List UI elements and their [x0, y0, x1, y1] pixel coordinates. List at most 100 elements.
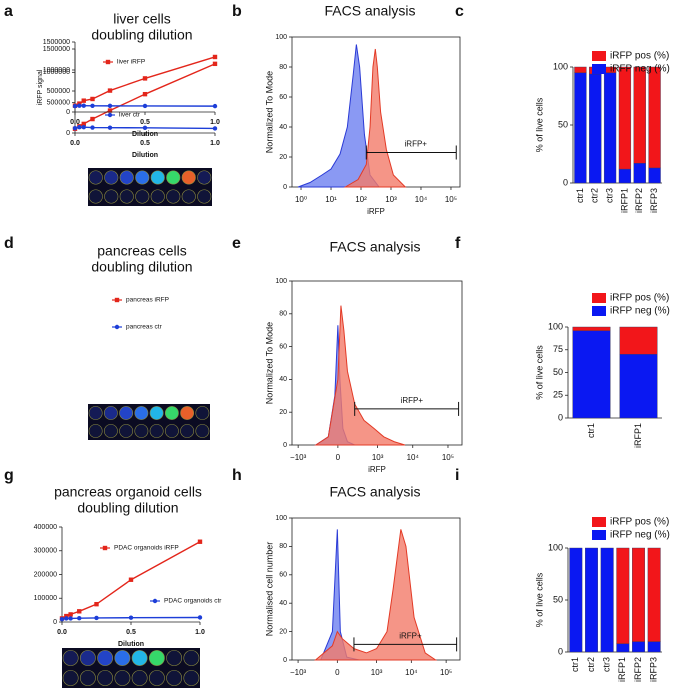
x-axis-label: Dilution — [118, 641, 144, 648]
y-tick-label: 0 — [283, 184, 287, 191]
marker — [197, 539, 203, 544]
x-tick-label: iRFP1 — [619, 188, 629, 213]
bar-segment — [648, 167, 661, 184]
well — [181, 170, 196, 185]
panel-letter: d — [4, 235, 14, 252]
y-tick-label: 1000000 — [43, 69, 70, 76]
y-tick-label: 200000 — [34, 571, 57, 578]
y-tick-label: 400000 — [34, 524, 57, 531]
bar-segment — [589, 73, 602, 184]
panel-letter: b — [232, 3, 242, 20]
well — [135, 189, 150, 204]
legend-marker — [152, 598, 158, 604]
x-tick-label: 0.0 — [70, 140, 80, 147]
y-tick-label: 100 — [275, 515, 287, 522]
marker — [128, 615, 134, 620]
x-tick-label: ctr3 — [602, 657, 612, 672]
panel-letter: g — [4, 467, 14, 484]
bar-segment — [569, 547, 583, 653]
well — [180, 424, 195, 438]
panel-letter: i — [455, 467, 459, 484]
legend-marker — [114, 297, 120, 303]
well — [150, 189, 165, 204]
legend-marker — [105, 59, 111, 65]
x-tick-label: iRFP1 — [617, 657, 627, 682]
well — [79, 670, 96, 686]
x-tick-label: 10³ — [371, 668, 383, 677]
well — [134, 406, 149, 420]
y-tick-label: 50 — [553, 594, 563, 604]
x-tick-label: ctr1 — [586, 423, 596, 438]
x-tick-label: iRFP3 — [649, 188, 659, 213]
marker — [90, 116, 95, 122]
well — [195, 424, 210, 438]
marker — [94, 615, 99, 621]
well — [88, 189, 103, 204]
marker — [128, 577, 134, 582]
x-tick-label: 0.0 — [57, 629, 67, 636]
x-tick-label: 1.0 — [210, 119, 220, 126]
well — [88, 170, 103, 185]
y-tick-label: 100 — [275, 34, 287, 41]
chart-title: FACS analysis — [329, 484, 420, 500]
y-tick-label: 0 — [53, 619, 57, 626]
bar-segment — [647, 641, 661, 653]
bar-segment — [647, 547, 661, 642]
bar-segment — [618, 168, 632, 184]
bar-segment — [619, 326, 658, 355]
well — [148, 650, 165, 666]
marker — [64, 616, 69, 621]
x-tick-label: 1.0 — [195, 629, 205, 636]
marker — [142, 91, 148, 97]
marker — [142, 76, 148, 81]
marker — [72, 103, 78, 109]
legend-label: iRFP neg (%) — [610, 306, 670, 317]
y-axis-label: Normalized To Mode — [264, 71, 274, 153]
x-tick-label: 0 — [335, 668, 340, 677]
y-tick-label: 100 — [548, 542, 563, 552]
legend-marker — [114, 324, 120, 330]
marker — [197, 615, 203, 620]
marker — [107, 103, 113, 109]
x-tick-label: 10³ — [385, 195, 397, 204]
x-tick-label: 10⁵ — [442, 453, 454, 462]
well — [119, 170, 134, 185]
y-tick-label: 1500000 — [43, 46, 70, 53]
x-tick-label: 10⁰ — [295, 195, 307, 204]
x-tick-label: 0 — [336, 453, 341, 462]
y-tick-label: 0 — [563, 177, 568, 187]
marker — [107, 125, 113, 130]
y-tick-label: 40 — [279, 376, 287, 383]
y-tick-label: 50 — [553, 367, 563, 377]
legend-swatch — [592, 306, 606, 316]
well — [62, 670, 79, 686]
marker — [212, 61, 218, 67]
y-axis-label: iRFP signal — [37, 69, 44, 105]
bar-segment — [585, 547, 598, 653]
x-tick-label: 0.5 — [140, 119, 150, 126]
bar-segment — [572, 330, 611, 419]
well — [119, 189, 134, 204]
chart-title: liver cells — [113, 11, 171, 27]
panel-letter: e — [232, 235, 241, 252]
y-tick-label: 20 — [279, 409, 287, 416]
y-tick-label: 60 — [279, 343, 287, 350]
x-tick-label: ctr1 — [575, 188, 585, 203]
marker — [72, 125, 78, 131]
y-tick-label: 20 — [279, 628, 287, 635]
x-tick-label: iRFP2 — [633, 657, 643, 682]
well — [119, 406, 134, 420]
gate-label: iRFP+ — [399, 631, 422, 640]
well — [114, 670, 131, 686]
legend-swatch — [592, 64, 606, 74]
y-tick-label: 100000 — [34, 595, 57, 602]
y-tick-label: 100 — [553, 61, 568, 71]
well — [134, 424, 149, 438]
y-tick-label: 60 — [279, 572, 287, 579]
well — [150, 170, 165, 185]
histogram-area — [343, 48, 407, 188]
chart-title: doubling dilution — [91, 27, 192, 43]
gate-label: iRFP+ — [405, 140, 428, 149]
panel-letter: c — [455, 3, 464, 20]
legend-label: liver ctr — [119, 112, 141, 119]
